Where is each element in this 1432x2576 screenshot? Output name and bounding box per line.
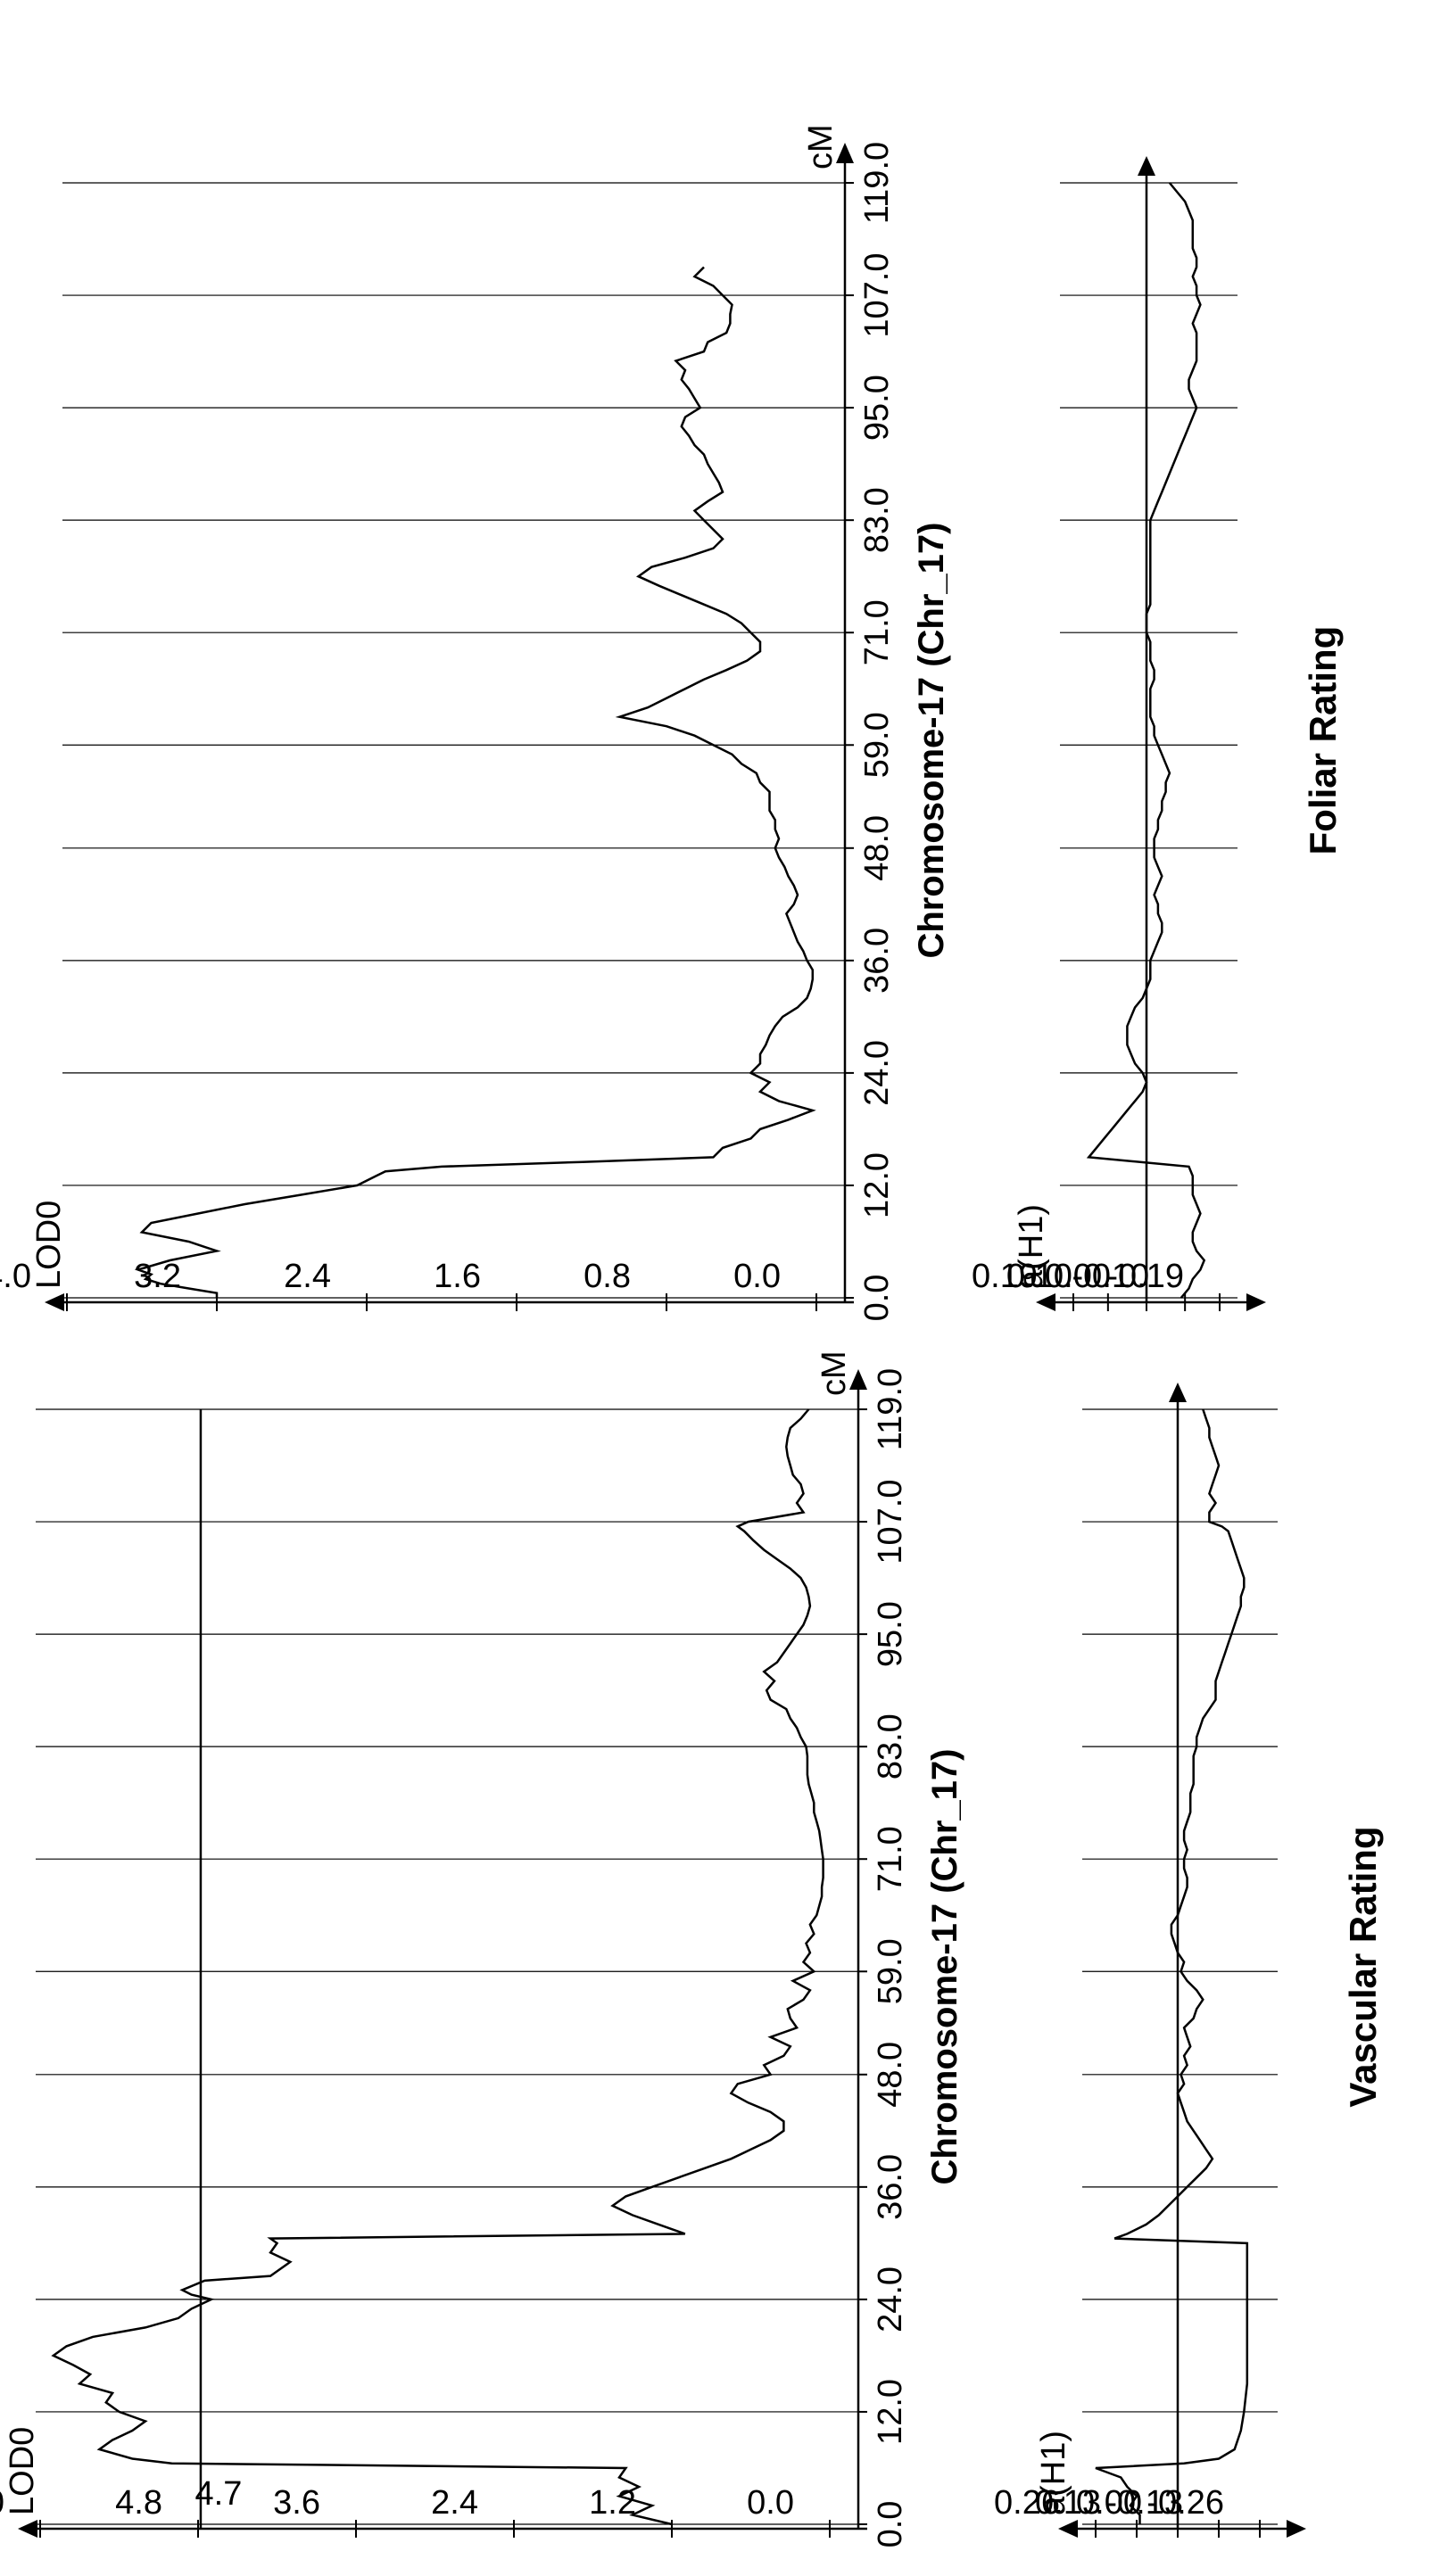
- foliar-chromosome-label: Chromosome-17 (Chr_17): [912, 522, 951, 958]
- foliar-effect-axis-label: a(H1): [1013, 1204, 1050, 1289]
- vascular-lod-x-tick-label-9: 107.0: [872, 1480, 909, 1565]
- foliar-rating-title: Foliar Rating: [1302, 626, 1344, 855]
- vascular-lod-curve: [51, 1408, 824, 2526]
- vascular-effect-y-tick-label-0: 0.26: [994, 2484, 1060, 2522]
- foliar-lod-curve: [134, 266, 816, 1298]
- foliar-lod-x-tick-label-9: 107.0: [858, 253, 896, 338]
- vascular-effect-axis-label: a(H1): [1035, 2431, 1072, 2515]
- vascular-lod-x-tick-label-7: 83.0: [872, 1713, 909, 1779]
- vascular-lod-y-tick-label-1: 1.2: [589, 2484, 636, 2522]
- vascular-effect-y-arrow-bottom: [1287, 2520, 1306, 2538]
- foliar-effect-y-tick-label-4: -0.19: [1106, 1258, 1184, 1295]
- foliar-lod-x-unit: cM: [802, 124, 840, 169]
- vascular-lod-y-tick-label-3: 3.6: [273, 2484, 320, 2522]
- foliar-lod-y-tick-label-5: 4.0: [0, 1258, 31, 1295]
- vascular-lod-y-tick-label-0: 0.0: [747, 2484, 794, 2522]
- vascular-threshold-label: 4.7: [195, 2475, 243, 2513]
- foliar-lod-x-tick-label-3: 36.0: [858, 928, 896, 994]
- vascular-lod-x-tick-label-1: 12.0: [872, 2379, 909, 2445]
- vascular-effect-y-tick-label-4: -0.26: [1146, 2484, 1224, 2522]
- foliar-effect-y-arrow-bottom: [1246, 1293, 1266, 1311]
- vascular-lod-x-tick-label-6: 71.0: [872, 1826, 909, 1892]
- foliar-lod-panel: LOD0 cM Chromosome-17 (Chr_17) 0.0 12.0 24…: [0, 124, 951, 1321]
- foliar-lod-x-tick-label-5: 59.0: [858, 712, 896, 778]
- foliar-lod-y-axis-arrow: [45, 1293, 64, 1311]
- foliar-effect-y-tick-label-3: -0.10: [1072, 1258, 1150, 1295]
- vascular-effect-curve: [1095, 1408, 1249, 2524]
- vascular-lod-y-axis-arrow: [18, 2520, 37, 2538]
- vascular-lod-x-tick-label-0: 0.0: [872, 2501, 909, 2548]
- foliar-effect-zero-arrow: [1138, 156, 1155, 176]
- vascular-effect-y-tick-label-1: 0.13: [1035, 2484, 1101, 2522]
- vascular-lod-x-tick-label-3: 36.0: [872, 2154, 909, 2220]
- foliar-lod-axis-label: LOD0: [30, 1201, 68, 1289]
- foliar-effect-y-tick-label-0: 0.19: [972, 1258, 1038, 1295]
- foliar-effect-curve: [1086, 182, 1206, 1299]
- foliar-effect-panel: a(H1) Foliar Rating 0.190.100.00-0.10-0.…: [972, 156, 1344, 1311]
- foliar-lod-x-tick-label-10: 119.0: [858, 142, 896, 224]
- vascular-effect-panel: a(H1) Vascular Rating 0.260.130.00-0.13-…: [994, 1383, 1384, 2538]
- vascular-effect-y-tick-label-3: -0.13: [1105, 2484, 1183, 2522]
- vascular-lod-axis-label: LOD0: [4, 2427, 41, 2515]
- foliar-effect-y-tick-label-1: 0.10: [1006, 1258, 1072, 1295]
- foliar-lod-x-tick-label-6: 71.0: [858, 599, 896, 665]
- foliar-lod-x-tick-label-0: 0.0: [858, 1275, 896, 1322]
- vascular-lod-x-tick-label-5: 59.0: [872, 1938, 909, 2004]
- vascular-lod-x-tick-label-8: 95.0: [872, 1601, 909, 1667]
- foliar-effect-y-tick-label-2: 0.00: [1045, 1258, 1111, 1295]
- vascular-lod-x-tick-label-4: 48.0: [872, 2042, 909, 2108]
- vascular-lod-x-axis-arrow: [849, 1369, 867, 1390]
- vascular-effect-y-arrow-top: [1058, 2520, 1078, 2538]
- vascular-lod-panel: LOD0 cM Chromosome-17 (Chr_17) 4.7 0.0 12…: [0, 1350, 964, 2547]
- foliar-lod-x-axis-arrow: [836, 143, 854, 163]
- vascular-lod-y-tick-label-4: 4.8: [115, 2484, 162, 2522]
- foliar-lod-y-tick-label-3: 2.4: [284, 1258, 331, 1295]
- vascular-lod-x-unit: cM: [815, 1350, 853, 1396]
- foliar-lod-x-tick-label-1: 12.0: [858, 1152, 896, 1218]
- vascular-lod-x-tick-label-10: 119.0: [872, 1368, 909, 1450]
- vascular-lod-x-tick-label-2: 24.0: [872, 2266, 909, 2332]
- vascular-effect-zero-arrow: [1169, 1383, 1187, 1402]
- foliar-lod-y-tick-label-2: 1.6: [434, 1258, 481, 1295]
- vascular-lod-y-tick-label-2: 2.4: [431, 2484, 478, 2522]
- vascular-lod-y-tick-label-5: 6.0: [0, 2484, 4, 2522]
- foliar-effect-y-arrow-top: [1036, 1293, 1055, 1311]
- foliar-lod-x-tick-label-7: 83.0: [858, 487, 896, 553]
- vascular-chromosome-label: Chromosome-17 (Chr_17): [925, 1748, 964, 2184]
- rotated-figure-group: LOD0 cM Chromosome-17 (Chr_17) 4.7 0.0 12…: [0, 124, 1384, 2547]
- foliar-lod-x-tick-label-4: 48.0: [858, 815, 896, 881]
- foliar-lod-x-tick-label-8: 95.0: [858, 375, 896, 441]
- foliar-lod-y-tick-label-0: 0.0: [733, 1258, 781, 1295]
- foliar-lod-y-tick-label-1: 0.8: [584, 1258, 631, 1295]
- vascular-rating-title: Vascular Rating: [1342, 1826, 1384, 2107]
- foliar-lod-x-tick-label-2: 24.0: [858, 1040, 896, 1106]
